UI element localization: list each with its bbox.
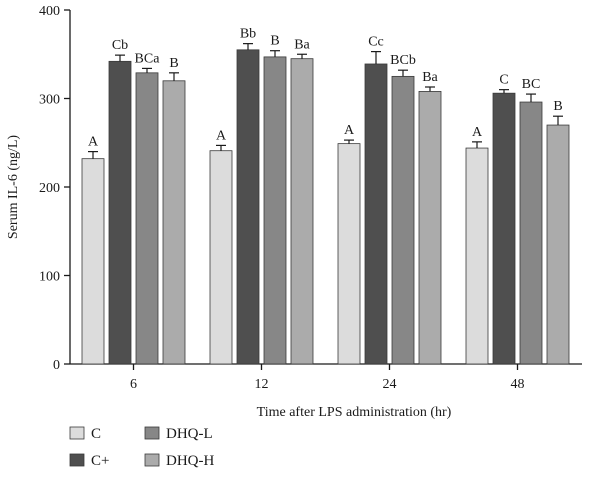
bar-c-24 — [337, 143, 361, 365]
significance-label: Cb — [112, 38, 128, 53]
significance-label: B — [270, 34, 279, 49]
bar-dhql-12 — [263, 56, 287, 365]
y-tick-label: 0 — [53, 358, 60, 373]
legend: C C+ DHQ-L DHQ-H — [69, 426, 214, 469]
error-bars — [88, 43, 563, 159]
y-tick-label: 400 — [39, 4, 60, 19]
bar-dhql-6 — [135, 72, 159, 365]
legend-label: C+ — [91, 453, 109, 469]
x-tick-label: 48 — [511, 377, 525, 392]
significance-label: Ba — [422, 70, 438, 85]
x-ticks: 6 12 24 48 — [130, 364, 525, 392]
significance-label: B — [553, 99, 562, 114]
legend-swatch — [144, 453, 160, 467]
significance-label: A — [88, 135, 99, 150]
bar-dhqh-48 — [546, 124, 570, 365]
bar-c-12 — [236, 49, 260, 365]
bar-c-48 — [465, 147, 489, 365]
significance-label: BC — [522, 77, 541, 92]
significance-label: A — [472, 125, 483, 140]
bar-dhqh-12 — [290, 58, 314, 365]
bar-dhqh-24 — [418, 91, 442, 365]
significance-label: C — [499, 73, 508, 88]
significance-label: B — [169, 56, 178, 71]
bars — [81, 49, 570, 365]
y-tick-label: 300 — [39, 93, 60, 108]
bar-c-6 — [81, 158, 105, 365]
x-tick-label: 12 — [255, 377, 269, 392]
bar-c-24 — [364, 63, 388, 365]
significance-label: BCa — [135, 51, 161, 66]
x-axis-title: Time after LPS administration (hr) — [257, 405, 452, 420]
bar-dhql-48 — [519, 101, 543, 365]
legend-label: C — [91, 426, 101, 442]
significance-label: A — [344, 123, 355, 138]
significance-label: BCb — [390, 53, 416, 68]
y-tick-label: 200 — [39, 181, 60, 196]
bar-dhqh-6 — [162, 80, 186, 365]
y-axis-title: Serum IL-6 (ng/L) — [6, 135, 21, 240]
significance-labels: A Cb BCa B A Bb B Ba A Cc BCb Ba A C BC B — [88, 27, 563, 150]
bar-dhql-24 — [391, 75, 415, 365]
legend-swatch — [69, 426, 85, 440]
bar-c-12 — [209, 150, 233, 365]
x-tick-label: 6 — [130, 377, 137, 392]
bar-c-6 — [108, 60, 132, 365]
significance-label: Ba — [294, 37, 310, 52]
bar-c-48 — [492, 92, 516, 365]
significance-label: Bb — [240, 27, 256, 42]
legend-label: DHQ-H — [166, 453, 214, 469]
legend-label: DHQ-L — [166, 426, 213, 442]
significance-label: Cc — [368, 35, 384, 50]
legend-swatch — [144, 426, 160, 440]
significance-label: A — [216, 128, 227, 143]
x-tick-label: 24 — [383, 377, 397, 392]
legend-swatch — [69, 453, 85, 467]
y-ticks: 0 100 200 300 400 — [39, 4, 70, 373]
y-tick-label: 100 — [39, 270, 60, 285]
